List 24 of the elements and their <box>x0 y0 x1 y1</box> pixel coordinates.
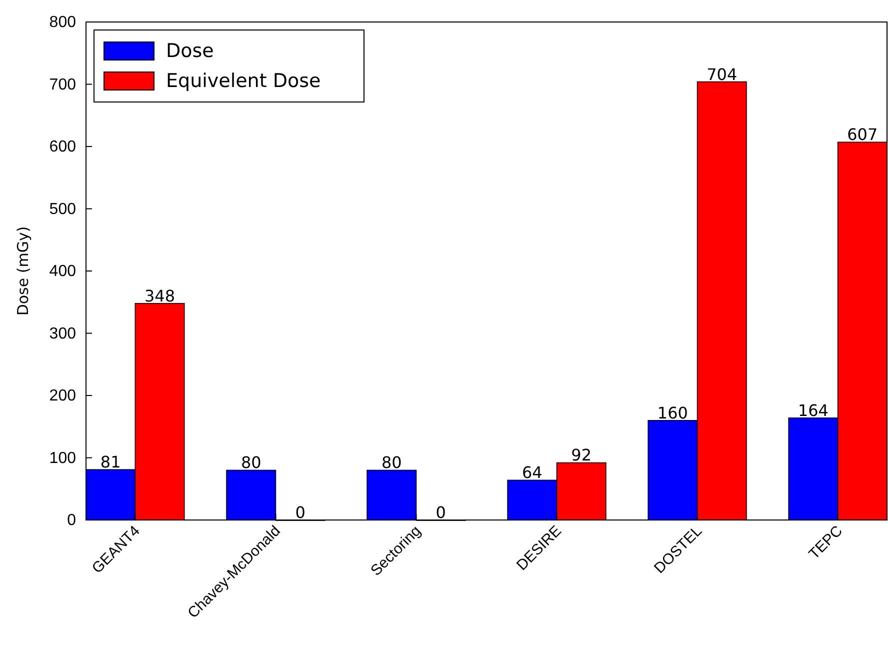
y-tick-label: 100 <box>49 450 76 467</box>
y-tick-label: 500 <box>49 200 76 218</box>
data-label: 92 <box>571 446 592 465</box>
data-label: 704 <box>706 64 738 84</box>
y-tick-label: 800 <box>49 14 76 32</box>
data-label: 80 <box>381 453 402 472</box>
y-tick-label: 600 <box>49 138 76 156</box>
y-tick-label: 300 <box>49 325 76 342</box>
y-tick-label: 0 <box>67 512 76 530</box>
y-axis-title: Dose (mGy) <box>14 226 32 316</box>
data-label: 348 <box>144 286 176 306</box>
data-label: 0 <box>436 503 446 522</box>
legend-label: Dose <box>166 40 214 62</box>
data-label: 0 <box>295 503 306 522</box>
y-tick-label: 400 <box>49 263 76 280</box>
data-label: 164 <box>798 400 828 420</box>
data-label: 81 <box>100 452 121 472</box>
y-tick-label: 700 <box>49 76 76 94</box>
data-label: 80 <box>240 453 262 472</box>
y-tick-label: 200 <box>49 388 76 405</box>
data-label: 64 <box>522 463 542 482</box>
legend-label: Equivelent Dose <box>166 70 321 92</box>
data-label: 160 <box>657 403 688 422</box>
data-label: 607 <box>847 125 878 144</box>
